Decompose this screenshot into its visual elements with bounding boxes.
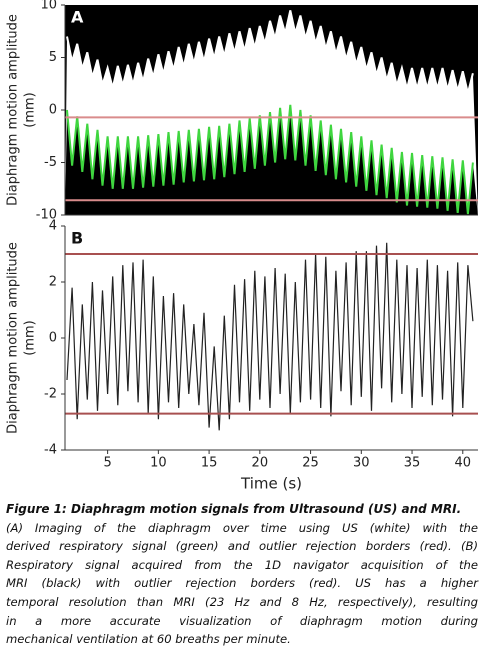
x-axis-label: Time (s) (240, 475, 302, 493)
y-axis-label: Diaphragm motion amplitude (6, 242, 21, 434)
signal-line (66, 10, 474, 94)
y-tick-label: -5 (44, 155, 57, 170)
y-tick-label: -4 (44, 443, 57, 458)
y-tick-label: 10 (40, 0, 57, 13)
caption-title: Figure 1: Diaphragm motion signals from … (6, 502, 462, 516)
y-tick-label: 0 (49, 103, 57, 118)
caption-line: in a more accurate visualization of diap… (6, 613, 478, 628)
y-axis-label: (mm) (23, 320, 38, 355)
signal-area (65, 104, 478, 215)
y-axis-label: (mm) (23, 92, 38, 127)
caption-line: Respiratory signal acquired from the 1D … (6, 557, 478, 572)
panel-label: B (71, 229, 83, 248)
panel-label: A (71, 8, 84, 27)
caption-line: (A) Imaging of the diaphragm over time u… (6, 520, 478, 535)
signal-line (66, 242, 474, 431)
y-tick-label: 4 (49, 219, 57, 234)
caption-line: mechanical ventilation at 60 breaths per… (6, 632, 291, 647)
caption-line: MRI (black) with outlier rejection borde… (6, 576, 478, 591)
plot-area (65, 5, 478, 215)
x-tick-label: 30 (353, 456, 370, 471)
caption-line: derived respiratory signal (green) and o… (6, 539, 478, 554)
plot-area (65, 242, 478, 431)
x-tick-label: 5 (103, 456, 111, 471)
x-tick-label: 10 (150, 456, 167, 471)
x-tick-label: 35 (404, 456, 421, 471)
caption: Figure 1: Diaphragm motion signals from … (6, 500, 478, 649)
x-tick-label: 20 (252, 456, 269, 471)
y-tick-label: 0 (49, 331, 57, 346)
x-tick-label: 15 (201, 456, 218, 471)
x-tick-label: 40 (455, 456, 472, 471)
x-tick-label: 25 (302, 456, 319, 471)
y-tick-label: -10 (36, 208, 57, 223)
y-axis-label: Diaphragm motion amplitude (6, 14, 21, 206)
y-tick-label: 5 (49, 50, 57, 65)
y-tick-label: -2 (44, 387, 57, 402)
signal-line (66, 104, 474, 215)
y-tick-label: 2 (49, 275, 57, 290)
caption-line: temporal resolution than MRI (23 Hz and … (6, 594, 478, 609)
